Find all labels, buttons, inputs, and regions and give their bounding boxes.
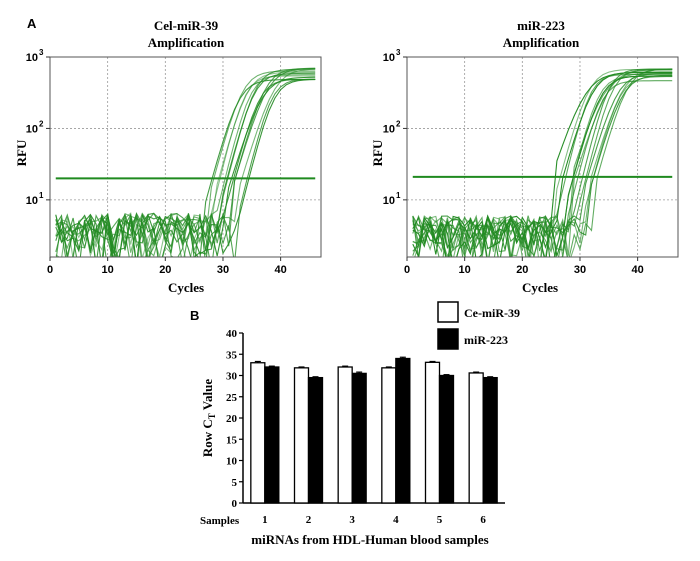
plot-frame — [49, 56, 322, 258]
x-tick-label: 30 — [217, 264, 229, 276]
x-tick-label: 10 — [102, 264, 114, 276]
bar-ce-mir-39 — [381, 367, 397, 504]
bar-y-axis-label: Row CT Value — [200, 379, 217, 457]
y-tick-label: 10 — [26, 123, 38, 135]
bar-y-tick-label: 20 — [226, 413, 238, 425]
x-axis-label: Cycles — [522, 280, 558, 295]
legend-label-ce-mir-39: Ce-miR-39 — [464, 306, 520, 320]
samples-axis-label: Samples — [200, 515, 240, 527]
bar-y-tick-label: 40 — [226, 328, 238, 340]
amplification-curve — [412, 68, 673, 257]
category-label: 6 — [480, 514, 486, 526]
bar-mir-223 — [264, 366, 280, 504]
y-tick-exponent: 1 — [39, 191, 44, 200]
category-label: 4 — [393, 514, 399, 526]
legend-label-mir-223: miR-223 — [464, 333, 508, 347]
bar-mir-223 — [395, 357, 411, 504]
x-tick-label: 20 — [159, 264, 171, 276]
x-tick-label: 0 — [404, 264, 410, 276]
x-tick-label: 20 — [516, 264, 528, 276]
amplification-curve — [55, 68, 316, 257]
chart-title-line1: Cel-miR-39 — [154, 18, 219, 33]
amplification-chart-mir-223: miR-223 Amplification RFU Cycles 0 10 20 30… — [370, 18, 679, 295]
amplification-curve — [55, 79, 316, 257]
y-axis-label: RFU — [14, 139, 29, 166]
y-tick-exponent: 3 — [39, 48, 44, 57]
bar-y-tick-label: 35 — [226, 349, 238, 361]
bar-ce-mir-39 — [337, 366, 353, 504]
bar-ce-mir-39 — [250, 362, 266, 504]
bar-x-axis-label: miRNAs from HDL-Human blood samples — [251, 532, 488, 547]
bar-y-tick-label: 30 — [226, 371, 238, 383]
bar-y-tick-label: 0 — [232, 498, 238, 510]
y-tick-exponent: 2 — [39, 119, 44, 128]
chart-title-line2: Amplification — [148, 35, 225, 50]
amplification-curve — [414, 76, 673, 257]
bar-mir-223 — [438, 374, 455, 504]
y-tick-exponent: 2 — [396, 119, 401, 128]
y-tick-exponent: 3 — [396, 48, 401, 57]
legend-swatch-filled — [437, 328, 459, 350]
bar-y-tick-label: 15 — [226, 434, 238, 446]
bar-mir-223 — [307, 376, 324, 504]
y-tick-label: 10 — [26, 52, 38, 64]
category-label: 3 — [349, 514, 355, 526]
amplification-curve — [55, 78, 316, 257]
bar-mir-223 — [351, 372, 367, 504]
bar-ce-mir-39 — [468, 372, 484, 504]
y-tick-exponent: 1 — [396, 191, 401, 200]
bar-ce-mir-39 — [293, 367, 310, 504]
bar-y-tick-label: 25 — [226, 392, 238, 404]
amplification-chart-cel-mir-39: Cel-miR-39 Amplification RFU Cycles 0 10 2… — [14, 18, 322, 295]
panel-label-a: A — [27, 16, 37, 31]
bar-y-tick-label: 5 — [232, 477, 238, 489]
x-tick-label: 40 — [632, 264, 644, 276]
x-tick-label: 40 — [275, 264, 287, 276]
amplification-curve — [55, 67, 316, 257]
amplification-curve — [55, 78, 316, 257]
chart-title-line2: Amplification — [503, 35, 580, 50]
amplification-curve — [412, 68, 673, 257]
x-tick-label: 10 — [459, 264, 471, 276]
y-tick-label: 10 — [383, 195, 395, 207]
category-label: 2 — [306, 514, 312, 526]
bar-y-tick-label: 10 — [226, 456, 238, 468]
bar-mir-223 — [482, 376, 498, 504]
y-axis-label: RFU — [370, 139, 385, 166]
amplification-curves — [412, 68, 673, 257]
y-tick-label: 10 — [383, 123, 395, 135]
bar-ce-mir-39 — [424, 361, 441, 504]
amplification-curve — [412, 73, 673, 257]
bar-chart-ct-values: Ce-miR-39 miR-223 Row CT Value Samples m… — [200, 301, 520, 547]
x-axis-label: Cycles — [168, 280, 204, 295]
x-tick-label: 0 — [47, 264, 53, 276]
amplification-curve — [412, 72, 673, 257]
y-tick-label: 10 — [383, 52, 395, 64]
legend-swatch-open — [437, 301, 459, 323]
category-label: 1 — [262, 514, 268, 526]
chart-title-line1: miR-223 — [517, 18, 565, 33]
y-tick-label: 10 — [26, 195, 38, 207]
amplification-curve — [55, 67, 316, 257]
plot-frame — [406, 56, 679, 258]
category-label: 5 — [437, 514, 443, 526]
panel-label-b: B — [190, 308, 199, 323]
amplification-curves — [55, 67, 316, 257]
x-tick-label: 30 — [574, 264, 586, 276]
